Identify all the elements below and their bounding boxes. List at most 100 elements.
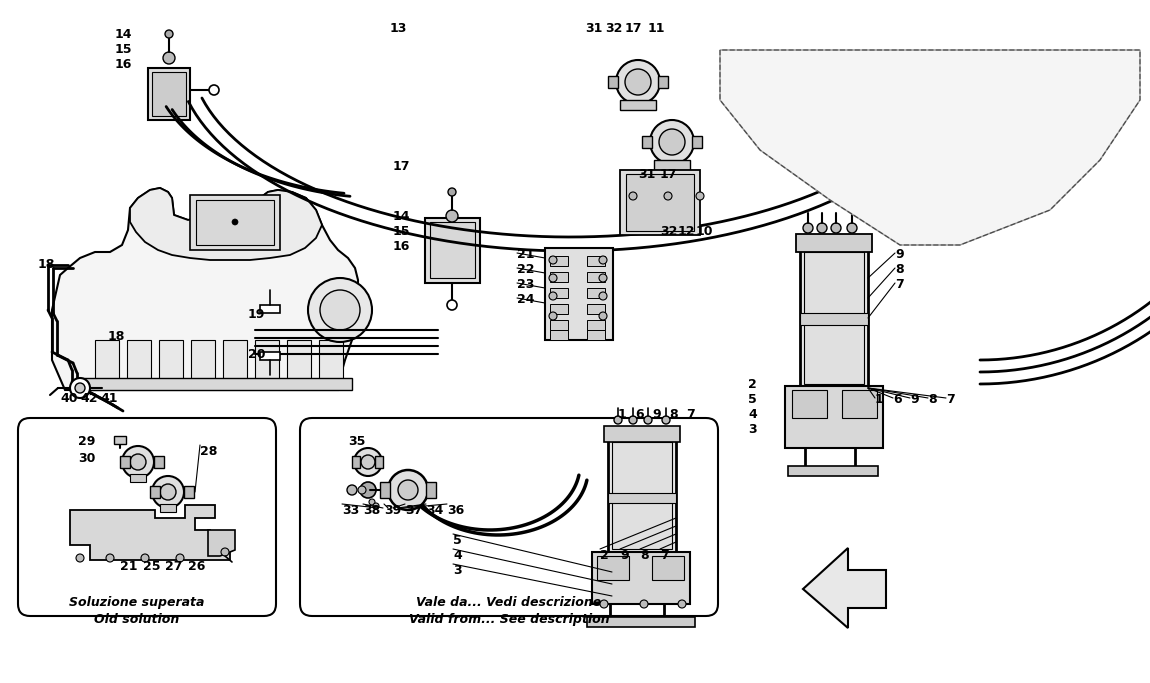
Bar bbox=[620, 100, 655, 110]
Bar bbox=[586, 304, 605, 314]
Text: 34: 34 bbox=[426, 504, 444, 517]
Text: 38: 38 bbox=[363, 504, 381, 517]
Circle shape bbox=[447, 300, 457, 310]
Bar bbox=[260, 305, 279, 313]
Bar bbox=[586, 617, 695, 627]
Circle shape bbox=[141, 554, 150, 562]
Text: 22: 22 bbox=[518, 263, 535, 276]
Bar bbox=[788, 466, 877, 476]
Circle shape bbox=[629, 192, 637, 200]
Circle shape bbox=[398, 480, 417, 500]
Bar bbox=[152, 72, 186, 116]
Text: 6: 6 bbox=[894, 393, 902, 406]
Bar bbox=[642, 136, 652, 148]
Text: 16: 16 bbox=[393, 240, 411, 253]
Text: 2: 2 bbox=[600, 549, 608, 562]
Polygon shape bbox=[130, 188, 322, 260]
Text: 5: 5 bbox=[748, 393, 757, 406]
Text: 3: 3 bbox=[453, 564, 461, 577]
Circle shape bbox=[614, 416, 622, 424]
Bar bbox=[626, 174, 693, 231]
Bar bbox=[654, 160, 690, 170]
Text: 26: 26 bbox=[187, 560, 206, 573]
Circle shape bbox=[659, 129, 685, 155]
Circle shape bbox=[308, 278, 371, 342]
Text: 8: 8 bbox=[928, 393, 936, 406]
Bar bbox=[800, 313, 868, 325]
Text: 28: 28 bbox=[200, 445, 217, 458]
Bar bbox=[191, 340, 215, 380]
Circle shape bbox=[848, 223, 857, 233]
Text: 27: 27 bbox=[164, 560, 183, 573]
Bar bbox=[184, 486, 194, 498]
Bar bbox=[586, 330, 605, 340]
Bar bbox=[159, 340, 183, 380]
Bar bbox=[842, 390, 877, 418]
FancyBboxPatch shape bbox=[18, 418, 276, 616]
Circle shape bbox=[644, 416, 652, 424]
Text: 10: 10 bbox=[696, 225, 713, 238]
Bar bbox=[426, 218, 480, 283]
Text: 9: 9 bbox=[910, 393, 919, 406]
Text: 19: 19 bbox=[248, 308, 266, 321]
Bar bbox=[196, 200, 274, 245]
Text: 17: 17 bbox=[624, 22, 643, 35]
Text: 32: 32 bbox=[660, 225, 677, 238]
Text: 23: 23 bbox=[518, 278, 535, 291]
Circle shape bbox=[70, 378, 90, 398]
Bar bbox=[81, 378, 352, 390]
Circle shape bbox=[599, 292, 607, 300]
Text: 9: 9 bbox=[620, 549, 629, 562]
Text: 1: 1 bbox=[618, 408, 627, 421]
Text: 4: 4 bbox=[748, 408, 757, 421]
Circle shape bbox=[448, 188, 457, 196]
Circle shape bbox=[75, 383, 85, 393]
Bar bbox=[95, 340, 118, 380]
Text: Valid from... See description: Valid from... See description bbox=[408, 613, 610, 626]
Text: 24: 24 bbox=[518, 293, 535, 306]
Bar bbox=[288, 340, 310, 380]
Circle shape bbox=[232, 219, 238, 225]
Text: 2: 2 bbox=[748, 378, 757, 391]
Bar bbox=[352, 456, 360, 468]
Bar bbox=[586, 256, 605, 266]
Text: 8: 8 bbox=[895, 263, 904, 276]
Text: Old solution: Old solution bbox=[94, 613, 179, 626]
Circle shape bbox=[803, 223, 813, 233]
Circle shape bbox=[369, 499, 375, 505]
Text: 31: 31 bbox=[585, 22, 603, 35]
Bar bbox=[260, 352, 279, 360]
Circle shape bbox=[164, 30, 172, 38]
Circle shape bbox=[678, 600, 687, 608]
Text: 12: 12 bbox=[678, 225, 696, 238]
Circle shape bbox=[209, 85, 218, 95]
Bar bbox=[804, 252, 864, 384]
Circle shape bbox=[549, 292, 557, 300]
Text: 17: 17 bbox=[660, 168, 677, 181]
Bar bbox=[550, 272, 568, 282]
Text: 15: 15 bbox=[115, 43, 132, 56]
Circle shape bbox=[549, 256, 557, 264]
Text: Vale da... Vedi descrizione: Vale da... Vedi descrizione bbox=[416, 596, 601, 609]
Circle shape bbox=[664, 192, 672, 200]
Text: 15: 15 bbox=[393, 225, 411, 238]
Bar bbox=[620, 170, 700, 235]
Bar bbox=[785, 386, 883, 448]
Circle shape bbox=[641, 600, 647, 608]
Bar bbox=[148, 68, 190, 120]
Circle shape bbox=[549, 274, 557, 282]
Bar bbox=[604, 426, 680, 442]
Bar bbox=[130, 474, 146, 482]
Text: 8: 8 bbox=[641, 549, 649, 562]
Bar bbox=[592, 552, 690, 604]
Text: 25: 25 bbox=[143, 560, 161, 573]
Circle shape bbox=[221, 548, 229, 556]
Circle shape bbox=[650, 120, 693, 164]
Text: 6: 6 bbox=[635, 408, 644, 421]
Bar bbox=[154, 456, 164, 468]
Polygon shape bbox=[208, 530, 235, 556]
Circle shape bbox=[160, 484, 176, 500]
Circle shape bbox=[152, 476, 184, 508]
Text: 14: 14 bbox=[393, 210, 411, 223]
Text: 7: 7 bbox=[687, 408, 695, 421]
